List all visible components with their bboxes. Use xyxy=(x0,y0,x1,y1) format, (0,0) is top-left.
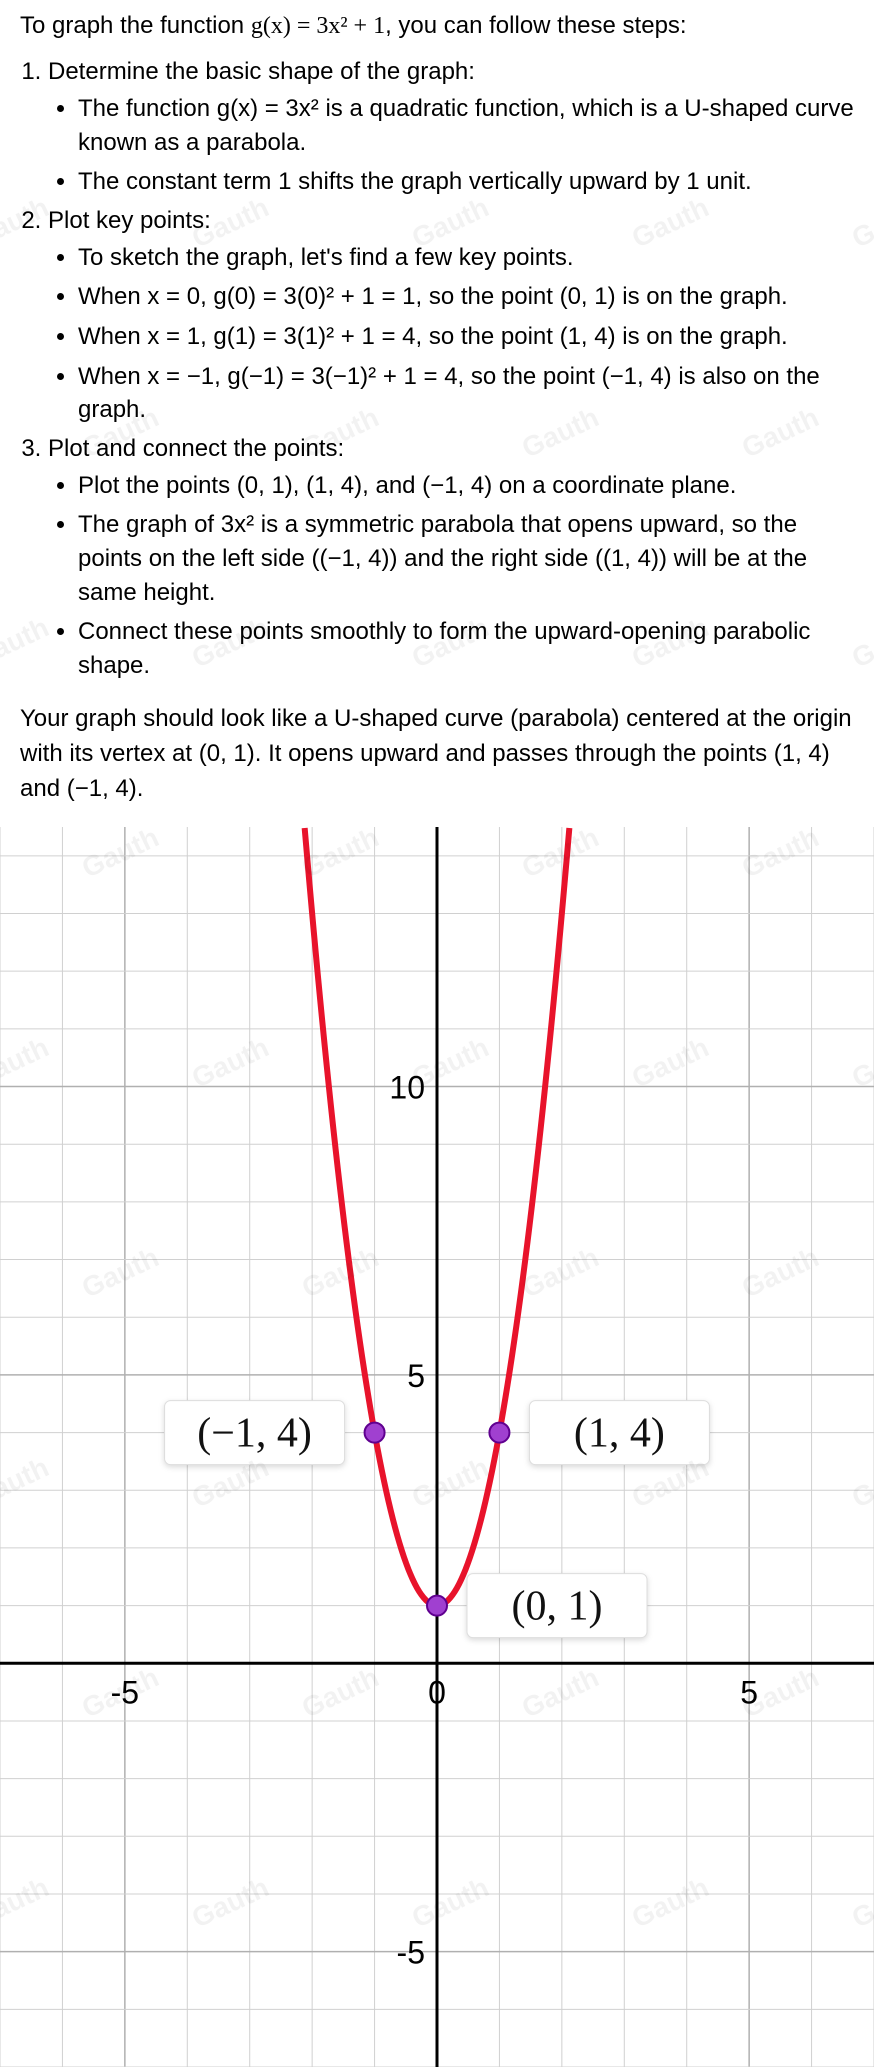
step-sub-item: Plot the points (0, 1), (1, 4), and (−1,… xyxy=(78,469,854,503)
step-sublist: Plot the points (0, 1), (1, 4), and (−1,… xyxy=(48,469,854,683)
step-sub-item: When x = 1, g(1) = 3(1)² + 1 = 4, so the… xyxy=(78,320,854,354)
step-sub-item: To sketch the graph, let's find a few ke… xyxy=(78,241,854,275)
svg-text:(1, 4): (1, 4) xyxy=(574,1410,665,1456)
intro-post: , you can follow these steps: xyxy=(385,12,687,39)
svg-text:-5: -5 xyxy=(397,1934,425,1970)
svg-text:0: 0 xyxy=(428,1674,446,1710)
step-sub-item: Connect these points smoothly to form th… xyxy=(78,615,854,682)
step-sublist: To sketch the graph, let's find a few ke… xyxy=(48,241,854,427)
svg-text:(−1, 4): (−1, 4) xyxy=(197,1410,312,1456)
step-sub-item: When x = 0, g(0) = 3(0)² + 1 = 1, so the… xyxy=(78,280,854,314)
step-title: Determine the basic shape of the graph: xyxy=(48,58,475,85)
svg-text:10: 10 xyxy=(389,1069,425,1105)
step-sub-item: The graph of 3x² is a symmetric parabola… xyxy=(78,508,854,609)
intro-paragraph: To graph the function g(x) = 3x² + 1, yo… xyxy=(20,12,854,40)
intro-pre: To graph the function xyxy=(20,12,251,39)
step-item: Plot and connect the points: Plot the poi… xyxy=(48,435,854,683)
parabola-chart: -505-5510(−1, 4)(1, 4)(0, 1) GauthGauthG… xyxy=(0,827,874,2067)
step-item: Plot key points: To sketch the graph, let… xyxy=(48,207,854,427)
svg-text:5: 5 xyxy=(407,1358,425,1394)
svg-text:-5: -5 xyxy=(111,1674,139,1710)
step-sub-item: The constant term 1 shifts the graph ver… xyxy=(78,165,854,199)
step-title: Plot key points: xyxy=(48,207,211,234)
step-sub-item: When x = −1, g(−1) = 3(−1)² + 1 = 4, so … xyxy=(78,360,854,427)
steps-list: Determine the basic shape of the graph: T… xyxy=(20,58,854,682)
step-item: Determine the basic shape of the graph: T… xyxy=(48,58,854,199)
step-sublist: The function g(x) = 3x² is a quadratic f… xyxy=(48,92,854,199)
svg-text:5: 5 xyxy=(740,1674,758,1710)
step-title: Plot and connect the points: xyxy=(48,435,344,462)
step-sub-item: The function g(x) = 3x² is a quadratic f… xyxy=(78,92,854,159)
summary-paragraph: Your graph should look like a U-shaped c… xyxy=(20,702,854,806)
intro-fn: g(x) = 3x² + 1 xyxy=(251,13,385,39)
svg-text:(0, 1): (0, 1) xyxy=(512,1583,603,1629)
